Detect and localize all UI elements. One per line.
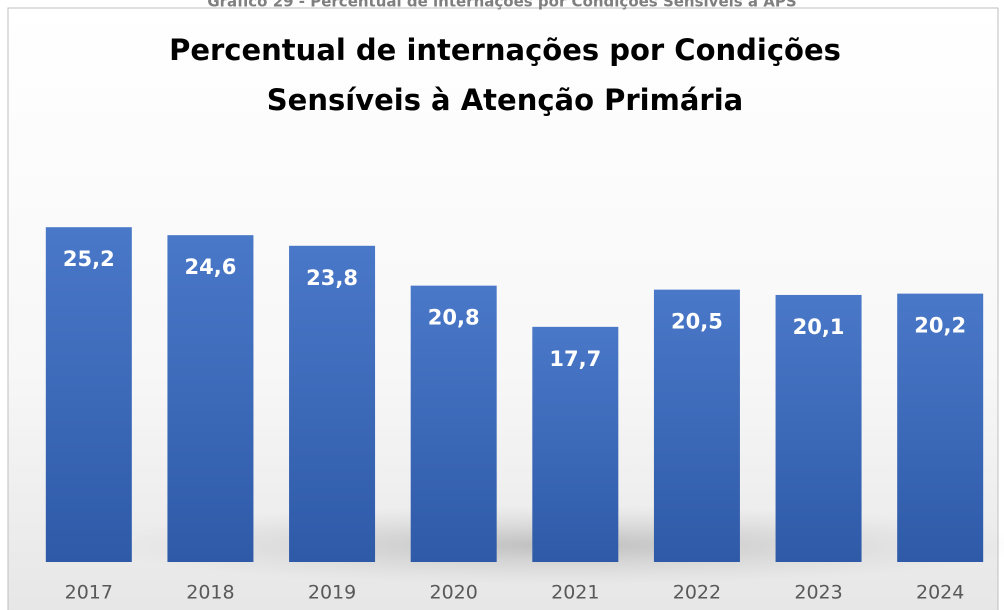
value-label: 20,1 <box>793 315 845 339</box>
x-tick-label: 2024 <box>916 582 964 604</box>
bar <box>289 245 376 563</box>
value-label: 20,8 <box>428 306 480 330</box>
bar <box>532 326 619 562</box>
value-label: 23,8 <box>306 266 358 290</box>
x-tick-label: 2020 <box>430 582 478 604</box>
bar <box>775 294 862 562</box>
bar <box>897 293 984 562</box>
value-label: 20,2 <box>914 314 966 338</box>
value-label: 25,2 <box>63 247 115 271</box>
bar <box>410 285 497 562</box>
bar <box>167 235 254 562</box>
x-tick-label: 2018 <box>186 582 234 604</box>
x-tick-label: 2023 <box>794 582 842 604</box>
x-tick-label: 2021 <box>551 582 599 604</box>
x-tick-label: 2022 <box>673 582 721 604</box>
x-tick-label: 2017 <box>65 582 113 604</box>
bar <box>653 289 740 562</box>
chart-title: Sensíveis à Atenção Primária <box>267 83 743 117</box>
chart-title: Percentual de internações por Condições <box>169 33 841 67</box>
x-tick-label: 2019 <box>308 582 356 604</box>
value-label: 17,7 <box>549 347 601 371</box>
value-label: 24,6 <box>185 255 237 279</box>
bar <box>45 227 132 562</box>
value-label: 20,5 <box>671 310 723 334</box>
caption: Gráfico 29 - Percentual de internações p… <box>207 0 796 11</box>
